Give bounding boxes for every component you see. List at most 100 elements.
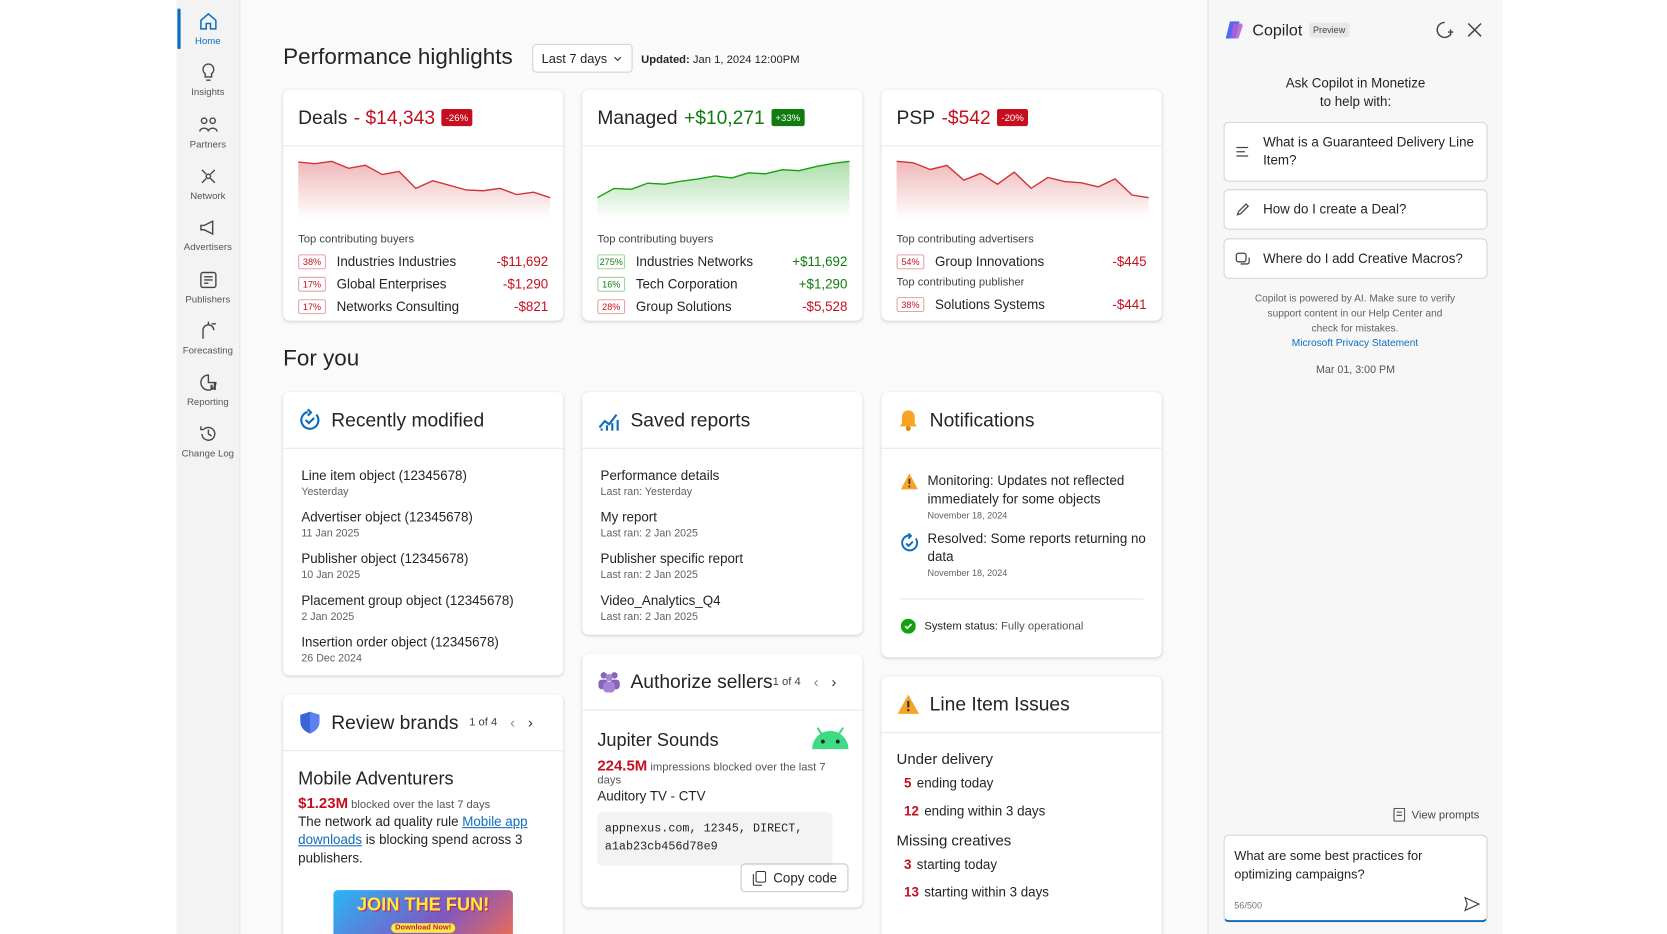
- change-chip: -26%: [441, 108, 473, 127]
- send-button[interactable]: [1464, 896, 1481, 912]
- list-title: Top contributing buyers: [298, 232, 415, 246]
- icon-shape: [199, 374, 217, 391]
- next-button[interactable]: ›: [527, 713, 533, 731]
- card-header: Managed +$10,271 +33%: [582, 90, 863, 147]
- prompt-text[interactable]: What is a Guaranteed Delivery Line Item?: [1263, 134, 1474, 168]
- view-prompts-label[interactable]: View prompts: [1411, 808, 1480, 822]
- nav-icon: [199, 12, 217, 30]
- issue-label: ending within 3 days: [924, 803, 1046, 819]
- nav-item[interactable]: Insights: [176, 62, 239, 98]
- list-item: My report Last ran: 2 Jan 2025: [601, 509, 845, 541]
- nav-label[interactable]: Reporting: [186, 396, 229, 408]
- card-header: PSP -$542 -20%: [881, 90, 1162, 147]
- contributor-name: Industries Networks: [635, 253, 754, 269]
- icon-shape: [309, 711, 320, 734]
- icon-shape: [598, 413, 618, 429]
- nav-item[interactable]: Network: [176, 166, 239, 201]
- contributor-value: -$821: [514, 298, 549, 314]
- input-text[interactable]: What are some best practices for optimiz…: [1234, 848, 1423, 882]
- highlight-card: Deals - $14,343 -26% Top contributing buyer…: [283, 89, 564, 321]
- list-item: Placement group object (12345678) 2 Jan 2…: [301, 592, 545, 624]
- icon-shape: [904, 623, 913, 630]
- prompt-button[interactable]: How do I create a Deal?: [1223, 189, 1488, 230]
- nav-label[interactable]: Forecasting: [182, 344, 233, 356]
- nav-label[interactable]: Partners: [189, 138, 227, 150]
- issue-label: starting within 3 days: [924, 884, 1049, 900]
- decoration: [605, 425, 609, 431]
- decoration: [900, 473, 918, 490]
- next-button[interactable]: ›: [831, 673, 837, 691]
- sparkline-area: [896, 161, 1149, 220]
- view-prompts[interactable]: View prompts: [1393, 807, 1480, 822]
- nav-item[interactable]: Partners: [176, 114, 239, 149]
- prev-button[interactable]: ‹: [813, 673, 819, 691]
- nav-item[interactable]: Advertisers: [176, 217, 239, 252]
- nav-label[interactable]: Home: [195, 35, 221, 46]
- decoration: [907, 701, 910, 708]
- brand-text: The network ad quality rule Mobile app d…: [298, 813, 548, 867]
- nav-label[interactable]: Network: [190, 190, 226, 201]
- main: Performance highlights Last 7 days Updat…: [240, 0, 1208, 934]
- decoration: $1.23M blocked over the last 7 days: [298, 794, 548, 811]
- icon-shape: [304, 417, 315, 425]
- issue-row: 13 starting within 3 days: [904, 885, 1147, 900]
- new-chat-button[interactable]: [1435, 20, 1454, 39]
- issue-row: 5 ending today: [904, 776, 1147, 791]
- copy-label[interactable]: Copy code: [773, 870, 838, 886]
- image-text: JOIN THE FUN!: [357, 894, 490, 915]
- amount-note: impressions blocked over the last 7 days: [597, 760, 826, 787]
- decoration: [837, 727, 845, 735]
- nav-label[interactable]: Advertisers: [183, 241, 232, 253]
- contributor-name: Group Innovations: [935, 253, 1045, 269]
- icon-shape: [201, 63, 214, 82]
- sparkline: [298, 160, 551, 220]
- prompt-text[interactable]: Where do I add Creative Macros?: [1263, 250, 1463, 266]
- nav-item[interactable]: Forecasting: [176, 320, 239, 356]
- nav-item[interactable]: Reporting: [176, 372, 239, 407]
- copilot-logo: [1225, 21, 1243, 39]
- icon-shape: [1231, 23, 1243, 39]
- decoration: [199, 271, 217, 288]
- nav-label[interactable]: Publishers: [185, 293, 231, 305]
- icon-shape: [1447, 29, 1454, 35]
- range-label[interactable]: Last 7 days: [541, 50, 608, 66]
- share-badge: 17%: [298, 298, 326, 314]
- prompt-text[interactable]: How do I create a Deal?: [1263, 201, 1407, 217]
- privacy-link[interactable]: Microsoft Privacy Statement: [1291, 337, 1419, 350]
- highlight-card: Managed +$10,271 +33% Top contributing buye…: [582, 89, 863, 321]
- chevron: [614, 56, 622, 61]
- icon-shape: [199, 426, 215, 442]
- contributor-row: 54% Group Innovations -$445: [882, 250, 1162, 272]
- item-sub: Last ran: 2 Jan 2025: [600, 527, 698, 540]
- range-dropdown[interactable]: Last 7 days: [532, 43, 633, 73]
- icon: [598, 413, 619, 431]
- prompt-icon: [1236, 146, 1249, 157]
- copilot-intro: Ask Copilot in Monetize to help with:: [1285, 75, 1426, 109]
- copy-button[interactable]: Copy code: [740, 863, 849, 893]
- prompt-button[interactable]: Where do I add Creative Macros?: [1223, 238, 1488, 279]
- notification-date: November 18, 2024: [927, 567, 1008, 579]
- nav-label[interactable]: Insights: [191, 86, 225, 98]
- nav-label[interactable]: Change Log: [181, 448, 235, 459]
- issue-count: 3: [904, 857, 912, 872]
- chat-input[interactable]: What are some best practices for optimiz…: [1223, 834, 1488, 923]
- close-button[interactable]: [1467, 22, 1482, 37]
- decoration: [205, 173, 211, 180]
- decoration: [200, 116, 207, 124]
- prompt-button[interactable]: What is a Guaranteed Delivery Line Item?: [1223, 121, 1488, 182]
- change-chip: +33%: [771, 108, 805, 127]
- icon-shape: [899, 410, 917, 427]
- share-badge: 17%: [298, 276, 326, 292]
- rule-link[interactable]: Mobile app downloads: [298, 814, 528, 848]
- nav-item[interactable]: Publishers: [176, 269, 239, 304]
- prev-button[interactable]: ‹: [510, 713, 516, 731]
- item-title: Insertion order object (12345678): [301, 634, 499, 650]
- nav-item[interactable]: Home: [176, 11, 239, 46]
- icon-shape: [1240, 257, 1250, 265]
- list-item: Advertiser object (12345678) 11 Jan 2025: [301, 509, 545, 541]
- decoration: [816, 727, 823, 735]
- nav-item[interactable]: Change Log: [176, 424, 239, 459]
- contributor-row: 28% Group Solutions -$5,528: [582, 295, 862, 317]
- sparkline-line: [597, 160, 850, 199]
- icon-shape: [907, 532, 913, 540]
